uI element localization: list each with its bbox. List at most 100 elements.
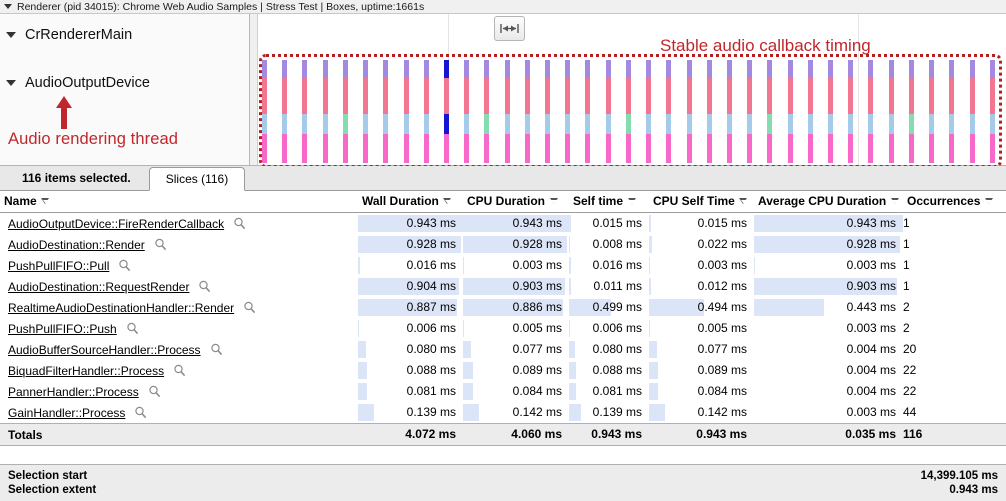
magnifier-icon[interactable] [198,280,211,293]
name-cell[interactable]: PushPullFIFO::Push [0,318,358,339]
slice-name-link[interactable]: PannerHandler::Process [8,384,139,399]
triangle-down-icon[interactable] [6,32,16,38]
slice-segment [868,114,874,134]
table-row[interactable]: AudioBufferSourceHandler::Process 0.080 m… [0,339,1006,360]
table-row[interactable]: RealtimeAudioDestinationHandler::Render 0… [0,297,1006,318]
metric-bar [754,257,756,274]
track-item-crrenderermain[interactable]: CrRendererMain [0,20,132,50]
slice-segment [363,114,369,134]
magnifier-icon[interactable] [173,364,186,377]
slice-segment [686,134,692,163]
table-row[interactable]: BiquadFilterHandler::Process 0.088 ms 0.08… [0,360,1006,381]
name-cell[interactable]: AudioDestination::RequestRender [0,276,358,297]
metric-cell: 0.022 ms [649,234,754,255]
column-header-name[interactable]: Name [0,191,358,213]
slice-name-link[interactable]: AudioDestination::RequestRender [8,279,190,294]
column-header-occurrences[interactable]: Occurrences [903,191,1006,213]
metric-value: 0.022 ms [697,237,747,251]
metric-value: 0.443 ms [846,300,896,314]
slice-segment [767,114,773,134]
table-row[interactable]: AudioOutputDevice::FireRenderCallback 0.9… [0,213,1006,235]
metric-cell: 0.003 ms [754,318,903,339]
track-item-audiooutputdevice[interactable]: AudioOutputDevice [0,68,150,98]
occurrences-cell: 1 [903,258,910,272]
process-titlebar[interactable]: Renderer (pid 34015): Chrome Web Audio S… [0,0,1006,14]
slice-segment [282,60,288,78]
triangle-down-icon[interactable] [6,80,16,86]
slice-name-link[interactable]: AudioOutputDevice::FireRenderCallback [8,216,225,231]
magnifier-icon[interactable] [233,217,246,230]
name-cell[interactable]: GainHandler::Process [0,402,358,424]
metric-bar [463,383,473,400]
slice-name-link[interactable]: RealtimeAudioDestinationHandler::Render [8,300,235,315]
metric-value: 0.088 ms [592,363,642,377]
magnifier-icon[interactable] [243,301,256,314]
table-row[interactable]: PushPullFIFO::Push 0.006 ms 0.005 ms 0.006 … [0,318,1006,339]
sort-arrow-icon[interactable] [984,198,993,204]
metric-value: 0.003 ms [846,405,896,419]
column-header-wall-duration[interactable]: Wall Duration [358,191,463,213]
slice-name-link[interactable]: PushPullFIFO::Push [8,321,117,336]
timeline-canvas[interactable] [258,14,1006,165]
sort-arrow-icon[interactable] [443,198,452,204]
metric-cell: 0.015 ms [569,213,649,234]
sort-arrow-icon[interactable] [41,198,50,204]
table-row[interactable]: AudioDestination::RequestRender 0.904 ms 0… [0,276,1006,297]
column-header-cpu-self-time[interactable]: CPU Self Time [649,191,754,213]
slice-name-link[interactable]: PushPullFIFO::Pull [8,258,110,273]
name-cell[interactable]: AudioOutputDevice::FireRenderCallback [0,213,358,235]
magnifier-icon[interactable] [210,343,223,356]
triangle-down-icon[interactable] [4,4,12,9]
name-cell[interactable]: PannerHandler::Process [0,381,358,402]
tab-slices[interactable]: Slices (116) [148,167,246,191]
metric-cell: 0.088 ms [569,360,649,381]
metric-cell: 0.080 ms [569,339,649,360]
magnifier-icon[interactable] [154,238,167,251]
name-cell[interactable]: PushPullFIFO::Pull [0,255,358,276]
metric-cell: 0.903 ms [463,276,569,297]
slice-segment [666,114,672,134]
name-cell[interactable]: AudioBufferSourceHandler::Process [0,339,358,360]
horizontal-resize-icon[interactable] [494,16,525,41]
metric-bar [649,404,665,421]
column-header-cpu-duration[interactable]: CPU Duration [463,191,569,213]
slice-name-link[interactable]: GainHandler::Process [8,405,126,420]
slice-segment [767,78,773,114]
sort-arrow-icon[interactable] [890,198,899,204]
slice-name-link[interactable]: AudioBufferSourceHandler::Process [8,342,201,357]
slice-segment [706,60,712,78]
metric-cell: 0.142 ms [649,402,754,423]
metric-cell: 4.060 ms [463,424,569,445]
sort-arrow-icon[interactable] [549,198,558,204]
tracks-area: CrRendererMain AudioOutputDevice Audio r… [0,14,1006,168]
table-row[interactable]: PannerHandler::Process 0.081 ms 0.084 ms 0.… [0,381,1006,402]
magnifier-icon[interactable] [148,385,161,398]
name-cell[interactable]: RealtimeAudioDestinationHandler::Render [0,297,358,318]
sort-arrow-icon[interactable] [739,198,748,204]
table-row[interactable]: PushPullFIFO::Pull 0.016 ms 0.003 ms 0.016 … [0,255,1006,276]
metric-value: 0.006 ms [406,321,456,335]
slice-name-link[interactable]: AudioDestination::Render [8,237,145,252]
slice-segment [585,114,591,134]
slice-segment [989,134,995,163]
name-cell[interactable]: BiquadFilterHandler::Process [0,360,358,381]
metric-bar [358,299,457,316]
table-row[interactable]: AudioDestination::Render 0.928 ms 0.928 ms… [0,234,1006,255]
slice-segment [787,78,793,114]
slice-segment [443,114,449,134]
sort-arrow-icon[interactable] [627,198,636,204]
magnifier-icon[interactable] [134,406,147,419]
column-header-self-time[interactable]: Self time [569,191,649,213]
magnifier-icon[interactable] [118,259,131,272]
magnifier-icon[interactable] [126,322,139,335]
slice-segment [524,78,530,114]
name-cell[interactable]: AudioDestination::Render [0,234,358,255]
track-divider[interactable] [250,14,258,165]
slice-segment [464,114,470,134]
slice-segment [929,134,935,163]
slice-name-link[interactable]: BiquadFilterHandler::Process [8,363,165,378]
slice-segment [747,78,753,114]
metric-cell: 0.035 ms [754,424,903,445]
column-header-average-cpu-duration[interactable]: Average CPU Duration [754,191,903,213]
table-row[interactable]: GainHandler::Process 0.139 ms 0.142 ms 0.13… [0,402,1006,424]
